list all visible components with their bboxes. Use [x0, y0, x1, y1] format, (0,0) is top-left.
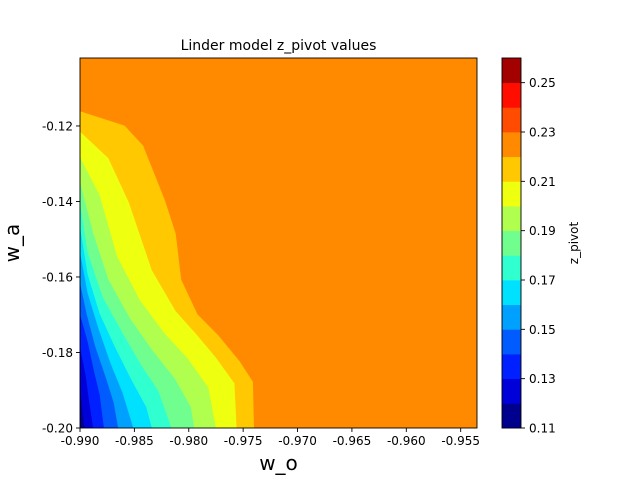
colorbar-tick-label: 0.25	[529, 76, 556, 90]
colorbar-segment	[502, 354, 521, 380]
y-axis: -0.20 -0.18 -0.16 -0.14 -0.12	[42, 119, 80, 436]
contour-fills	[80, 91, 293, 429]
y-tick-label: -0.12	[42, 119, 73, 133]
y-tick-label: -0.14	[42, 195, 73, 209]
y-axis-label: w_a	[0, 224, 24, 263]
y-tick-label: -0.20	[42, 422, 73, 436]
colorbar-tick-label: 0.23	[529, 126, 556, 140]
y-tick-label: -0.16	[42, 270, 73, 284]
plot-area	[79, 57, 478, 429]
colorbar-segment	[502, 132, 521, 158]
colorbar-segment	[502, 304, 521, 330]
x-axis: -0.990 -0.985 -0.980 -0.975 -0.970 -0.965 -0.9…	[61, 428, 480, 448]
colorbar-tick-label: 0.21	[529, 175, 556, 189]
plot-frame	[79, 57, 478, 429]
colorbar-tick-label: 0.15	[529, 323, 556, 337]
contour-region-0-11	[80, 387, 85, 428]
x-tick-label: -0.990	[61, 434, 100, 448]
colorbar-segment	[502, 82, 521, 108]
colorbar-tick-label: 0.19	[529, 224, 556, 238]
x-tick-label: -0.960	[387, 434, 426, 448]
x-axis-label: w_o	[259, 451, 298, 475]
colorbar: 0.11 0.13 0.15 0.17 0.19 0.21 0.23 0.25 z_pivot	[501, 57, 581, 436]
colorbar-tick-label: 0.13	[529, 372, 556, 386]
colorbar-segments	[502, 58, 521, 429]
colorbar-label: z_pivot	[567, 222, 581, 265]
x-tick-label: -0.965	[333, 434, 372, 448]
colorbar-segment	[502, 329, 521, 355]
x-tick-label: -0.975	[224, 434, 263, 448]
x-tick-label: -0.955	[441, 434, 480, 448]
x-tick-label: -0.985	[115, 434, 154, 448]
colorbar-segment	[502, 403, 521, 429]
colorbar-segment	[502, 255, 521, 281]
colorbar-segment	[502, 58, 521, 84]
chart-title: Linder model z_pivot values	[181, 38, 377, 54]
colorbar-segment	[502, 107, 521, 133]
colorbar-ticks: 0.11 0.13 0.15 0.17 0.19 0.21 0.23 0.25	[521, 76, 556, 436]
colorbar-segment	[502, 280, 521, 306]
colorbar-tick-label: 0.17	[529, 274, 556, 288]
contour-region-0-12	[80, 347, 94, 428]
colorbar-segment	[502, 156, 521, 182]
x-tick-label: -0.980	[169, 434, 208, 448]
y-tick-label: -0.18	[42, 346, 73, 360]
colorbar-segment	[502, 230, 521, 256]
colorbar-segment	[502, 378, 521, 404]
colorbar-frame	[501, 57, 522, 429]
colorbar-tick-label: 0.11	[529, 422, 556, 436]
colorbar-segment	[502, 206, 521, 232]
colorbar-segment	[502, 181, 521, 207]
x-tick-label: -0.970	[278, 434, 317, 448]
